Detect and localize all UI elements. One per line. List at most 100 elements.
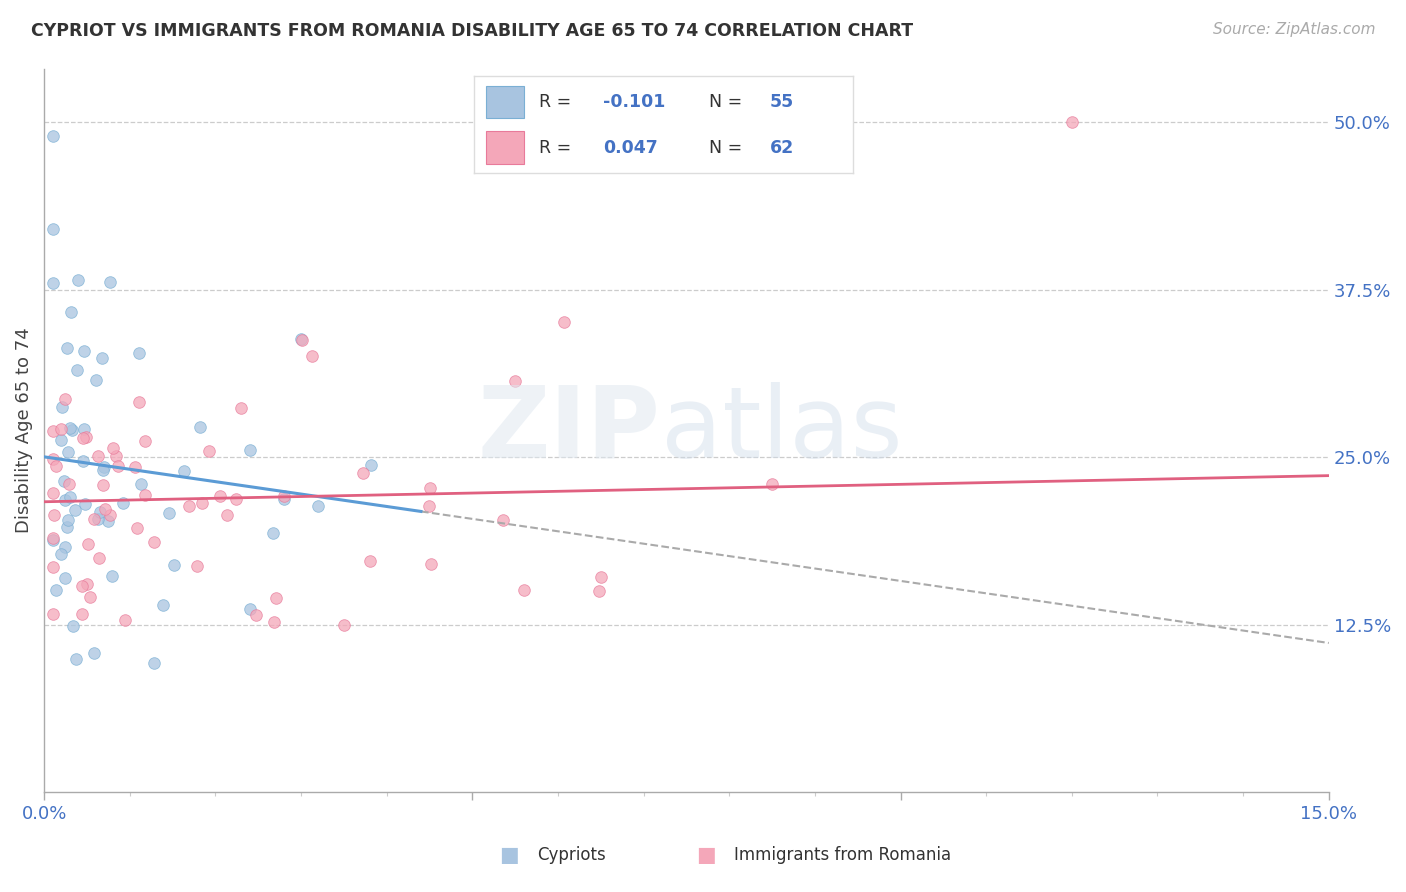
- Point: [128, 395, 150, 409]
- Point: [143, 657, 166, 671]
- Point: [231, 401, 253, 416]
- Point: [513, 582, 536, 597]
- Point: [553, 315, 575, 329]
- Point: [41, 560, 63, 574]
- Point: [97, 514, 120, 528]
- Y-axis label: Disability Age 65 to 74: Disability Age 65 to 74: [15, 327, 32, 533]
- Text: ZIP: ZIP: [478, 382, 661, 479]
- Point: [41, 276, 63, 290]
- Point: [291, 333, 314, 347]
- Point: [79, 590, 101, 604]
- Point: [264, 591, 287, 606]
- Point: [263, 615, 285, 630]
- Point: [44, 508, 66, 522]
- Point: [186, 559, 208, 574]
- Point: [49, 422, 72, 436]
- Point: [41, 533, 63, 548]
- Text: Source: ZipAtlas.com: Source: ZipAtlas.com: [1212, 22, 1375, 37]
- Point: [75, 498, 97, 512]
- Point: [198, 444, 221, 458]
- Point: [67, 273, 90, 287]
- Point: [76, 577, 98, 591]
- Point: [163, 558, 186, 573]
- Point: [63, 503, 86, 517]
- Point: [41, 222, 63, 236]
- Point: [134, 434, 156, 448]
- Point: [589, 569, 612, 583]
- Point: [188, 419, 211, 434]
- Point: [98, 275, 121, 289]
- Point: [58, 477, 80, 491]
- Point: [56, 341, 79, 355]
- Point: [98, 508, 121, 523]
- Point: [59, 305, 82, 319]
- Point: [301, 349, 323, 363]
- Point: [45, 458, 67, 473]
- Point: [90, 351, 112, 365]
- Point: [503, 374, 526, 388]
- Point: [93, 478, 115, 492]
- Point: [89, 505, 111, 519]
- Point: [333, 618, 356, 632]
- Point: [134, 488, 156, 502]
- Point: [418, 482, 440, 496]
- Point: [101, 441, 124, 455]
- Point: [128, 346, 150, 360]
- Point: [59, 421, 82, 435]
- Point: [418, 499, 440, 513]
- Point: [72, 431, 94, 445]
- Point: [55, 520, 77, 534]
- Point: [73, 343, 96, 358]
- Point: [101, 569, 124, 583]
- Point: [114, 613, 136, 627]
- Point: [41, 424, 63, 438]
- Point: [53, 493, 76, 508]
- Point: [262, 525, 284, 540]
- Point: [72, 454, 94, 468]
- Point: [191, 495, 214, 509]
- Point: [107, 458, 129, 473]
- Point: [76, 537, 98, 551]
- Point: [93, 460, 115, 475]
- Point: [111, 495, 134, 509]
- Point: [360, 458, 382, 472]
- Point: [87, 550, 110, 565]
- Point: [51, 401, 73, 415]
- Point: [42, 451, 65, 466]
- Point: [93, 502, 115, 516]
- Point: [73, 422, 96, 436]
- Point: [87, 512, 110, 526]
- Point: [127, 521, 149, 535]
- Point: [52, 474, 75, 488]
- Point: [152, 598, 174, 612]
- Point: [93, 463, 115, 477]
- Point: [41, 128, 63, 143]
- Point: [761, 477, 783, 491]
- Point: [65, 651, 87, 665]
- Point: [66, 363, 89, 377]
- Text: ■: ■: [499, 845, 519, 864]
- Point: [177, 499, 200, 513]
- Point: [83, 512, 105, 526]
- Point: [56, 445, 79, 459]
- Text: CYPRIOT VS IMMIGRANTS FROM ROMANIA DISABILITY AGE 65 TO 74 CORRELATION CHART: CYPRIOT VS IMMIGRANTS FROM ROMANIA DISAB…: [31, 22, 912, 40]
- Point: [208, 489, 231, 503]
- Point: [419, 558, 441, 572]
- Point: [225, 491, 247, 506]
- Point: [159, 506, 181, 520]
- Point: [492, 513, 515, 527]
- Text: Immigrants from Romania: Immigrants from Romania: [734, 846, 950, 863]
- Point: [75, 430, 97, 444]
- Point: [41, 532, 63, 546]
- Point: [1060, 115, 1083, 129]
- Point: [70, 607, 93, 621]
- Point: [60, 423, 83, 437]
- Point: [62, 619, 84, 633]
- Point: [359, 554, 381, 568]
- Point: [245, 607, 267, 622]
- Point: [84, 373, 107, 387]
- Point: [70, 578, 93, 592]
- Point: [273, 492, 295, 507]
- Point: [273, 489, 295, 503]
- Text: Cypriots: Cypriots: [537, 846, 606, 863]
